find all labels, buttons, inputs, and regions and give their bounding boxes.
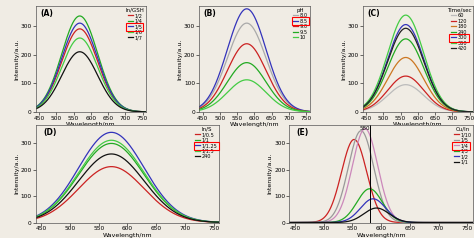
Text: (A): (A): [40, 9, 53, 18]
Text: (D): (D): [43, 128, 56, 137]
X-axis label: Wavelength/nm: Wavelength/nm: [229, 122, 279, 127]
Text: (C): (C): [367, 9, 380, 18]
Y-axis label: Intensity/a.u.: Intensity/a.u.: [14, 38, 19, 80]
Y-axis label: Intensity/a.u.: Intensity/a.u.: [268, 153, 273, 194]
Text: (B): (B): [203, 9, 216, 18]
X-axis label: Wavelength/nm: Wavelength/nm: [393, 122, 443, 127]
Legend: 1/2, 1/4, 1/5, 1/6, 1/7: 1/2, 1/4, 1/5, 1/6, 1/7: [125, 7, 145, 41]
Y-axis label: Intensity/a.u.: Intensity/a.u.: [14, 153, 19, 194]
Legend: 60, 120, 180, 240, 300, 360, 420: 60, 120, 180, 240, 300, 360, 420: [446, 7, 472, 52]
X-axis label: Wavelength/nm: Wavelength/nm: [103, 233, 152, 238]
Legend: 8.0, 8.5, 9.0, 9.5, 10: 8.0, 8.5, 9.0, 9.5, 10: [292, 7, 308, 41]
X-axis label: Wavelength/nm: Wavelength/nm: [356, 233, 406, 238]
Text: 580: 580: [359, 126, 370, 131]
Legend: 1/0.5, 1/1, 1/1.25, 1/1.5, 240: 1/0.5, 1/1, 1/1.25, 1/1.5, 240: [195, 126, 218, 160]
Legend: 1/10, 1/5, 1/4, 1/3, 1/2, 1/1: 1/10, 1/5, 1/4, 1/3, 1/2, 1/1: [453, 126, 472, 165]
Y-axis label: Intensity/a.u.: Intensity/a.u.: [341, 38, 346, 80]
X-axis label: Wavelength/nm: Wavelength/nm: [66, 122, 116, 127]
Text: (E): (E): [297, 128, 309, 137]
Y-axis label: Intensity/a.u.: Intensity/a.u.: [178, 38, 182, 80]
